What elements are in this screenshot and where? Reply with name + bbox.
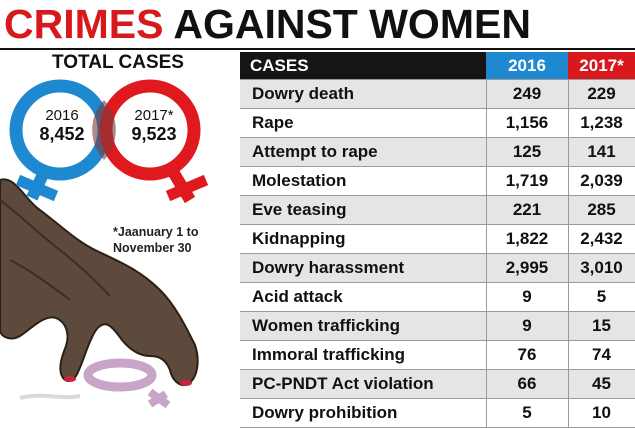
row-name: Eve teasing (240, 195, 487, 225)
row-value-2017: 5 (568, 282, 635, 312)
row-value-2017: 2,432 (568, 224, 635, 254)
row-name: Dowry harassment (240, 253, 487, 283)
row-name: Molestation (240, 166, 487, 196)
row-value-2016: 9 (486, 311, 569, 341)
title-part2: AGAINST WOMEN (173, 1, 531, 47)
hand-wrinkle-1 (0, 199, 111, 297)
broken-female-symbol (83, 358, 157, 392)
header-cases: CASES (240, 52, 486, 80)
title-part1: CRIMES (4, 1, 164, 47)
row-name: Immoral trafficking (240, 340, 487, 370)
row-value-2017: 2,039 (568, 166, 635, 196)
female-symbol-2017-bar (165, 174, 209, 202)
table-row: Rape 1,156 1,238 (240, 108, 635, 138)
hand-shape (0, 178, 199, 386)
table-body: Dowry death 249 229 Rape 1,156 1,238 Attempt t… (240, 79, 635, 428)
table-row: Acid attack 9 5 (240, 282, 635, 312)
row-value-2017: 15 (568, 311, 635, 341)
title-rule (0, 48, 635, 50)
page-title: CRIMES AGAINST WOMEN (4, 0, 531, 48)
table-row: Dowry harassment 2,995 3,010 (240, 253, 635, 283)
symbol-overlap (92, 100, 116, 160)
row-name: Kidnapping (240, 224, 487, 254)
row-value-2016: 2,995 (486, 253, 569, 283)
nail-1 (64, 376, 76, 382)
row-value-2016: 1,719 (486, 166, 569, 196)
row-value-2016: 125 (486, 137, 569, 167)
broken-symbol-cross (147, 388, 171, 409)
illustration-panel (0, 50, 236, 418)
header-2016: 2016 (486, 52, 568, 80)
table-header-row: CASES 2016 2017* (240, 52, 635, 80)
row-name: PC-PNDT Act violation (240, 369, 487, 399)
table-row: Eve teasing 221 285 (240, 195, 635, 225)
row-value-2017: 45 (568, 369, 635, 399)
row-value-2017: 285 (568, 195, 635, 225)
row-value-2016: 66 (486, 369, 569, 399)
row-name: Attempt to rape (240, 137, 487, 167)
cases-table: CASES 2016 2017* Dowry death 249 229 Rape 1,… (240, 52, 635, 428)
row-value-2016: 76 (486, 340, 569, 370)
floor-debris (19, 393, 81, 400)
row-value-2016: 5 (486, 398, 569, 428)
footnote-line2: November 30 (113, 241, 192, 255)
total-cases-label: TOTAL CASES (52, 52, 184, 73)
table-row: Molestation 1,719 2,039 (240, 166, 635, 196)
table-row: PC-PNDT Act violation 66 45 (240, 369, 635, 399)
row-name: Rape (240, 108, 487, 138)
table-row: Women trafficking 9 15 (240, 311, 635, 341)
row-value-2016: 1,822 (486, 224, 569, 254)
row-value-2016: 9 (486, 282, 569, 312)
total-2017-value: 9,523 (131, 124, 177, 144)
table-row: Kidnapping 1,822 2,432 (240, 224, 635, 254)
row-value-2017: 3,010 (568, 253, 635, 283)
row-name: Acid attack (240, 282, 487, 312)
illustration (0, 79, 209, 409)
row-value-2016: 221 (486, 195, 569, 225)
row-value-2017: 1,238 (568, 108, 635, 138)
footnote: *Jaanuary 1 to November 30 (113, 224, 233, 256)
table-row: Immoral trafficking 76 74 (240, 340, 635, 370)
table-row: Dowry death 249 229 (240, 79, 635, 109)
footnote-line1: *Jaanuary 1 to (113, 225, 199, 239)
row-value-2016: 1,156 (486, 108, 569, 138)
row-value-2017: 10 (568, 398, 635, 428)
row-value-2016: 249 (486, 79, 569, 109)
row-value-2017: 74 (568, 340, 635, 370)
female-symbol-2016-bar (15, 174, 59, 202)
total-2016-value: 8,452 (39, 124, 85, 144)
table-row: Dowry prohibition 5 10 (240, 398, 635, 428)
row-value-2017: 229 (568, 79, 635, 109)
header-2017: 2017* (568, 52, 635, 80)
total-2016-year: 2016 (45, 107, 79, 124)
row-name: Dowry prohibition (240, 398, 487, 428)
total-2017-year: 2017* (134, 107, 174, 124)
row-name: Dowry death (240, 79, 487, 109)
row-value-2017: 141 (568, 137, 635, 167)
nail-2 (180, 380, 192, 386)
hand-wrinkle-2 (9, 259, 71, 301)
table-row: Attempt to rape 125 141 (240, 137, 635, 167)
row-name: Women trafficking (240, 311, 487, 341)
